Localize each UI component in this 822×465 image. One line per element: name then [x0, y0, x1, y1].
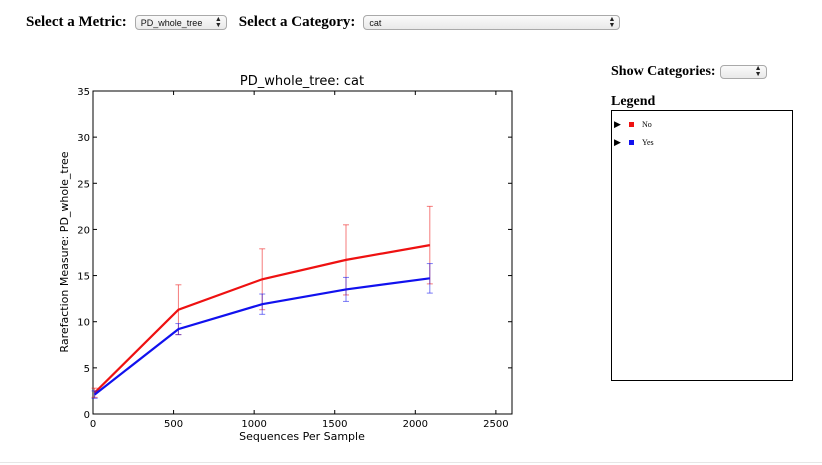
- categories-panel: Show Categories: ▲ ▼ Legend ▶ No ▶ Yes: [611, 64, 793, 381]
- x-tick-label: 500: [164, 419, 183, 430]
- legend-label: No: [642, 119, 652, 129]
- select-arrows-icon: ▲ ▼: [608, 15, 616, 29]
- x-tick-label: 2000: [403, 419, 428, 430]
- metric-select-value: PD_whole_tree: [140, 17, 203, 28]
- toolbar: Select a Metric: PD_whole_tree ▲ ▼ Select…: [26, 14, 621, 31]
- select-arrows-icon: ▲ ▼: [214, 15, 222, 29]
- y-tick-label: 5: [84, 364, 90, 375]
- x-tick-label: 1000: [241, 419, 266, 430]
- category-select-value: cat: [369, 17, 382, 28]
- page-divider: [0, 462, 822, 463]
- y-tick-label: 25: [77, 179, 90, 190]
- legend-swatch: [629, 139, 634, 145]
- y-tick-label: 35: [77, 87, 90, 98]
- legend-swatch: [629, 121, 634, 127]
- x-tick-label: 1500: [322, 419, 347, 430]
- x-axis-label: Sequences Per Sample: [239, 430, 365, 443]
- expand-triangle-icon[interactable]: ▶: [614, 136, 621, 147]
- legend-label: Yes: [642, 137, 654, 147]
- select-arrows-icon: ▲ ▼: [754, 65, 762, 78]
- metric-select[interactable]: PD_whole_tree ▲ ▼: [134, 15, 227, 30]
- y-tick-label: 20: [77, 225, 90, 236]
- plot-frame: [92, 90, 513, 415]
- expand-triangle-icon[interactable]: ▶: [614, 118, 621, 129]
- y-tick-label: 15: [77, 272, 90, 283]
- show-categories-select[interactable]: ▲ ▼: [719, 65, 767, 79]
- chart-title: PD_whole_tree: cat: [240, 74, 364, 89]
- x-tick-label: 2500: [483, 419, 508, 430]
- category-select[interactable]: cat ▲ ▼: [363, 15, 621, 30]
- show-categories-label: Show Categories:: [611, 64, 716, 79]
- metric-label: Select a Metric:: [26, 14, 127, 30]
- category-label: Select a Category:: [238, 14, 356, 30]
- rarefaction-chart: PD_whole_tree: cat Sequences Per Sample …: [58, 74, 513, 443]
- y-tick-label: 30: [77, 133, 90, 144]
- y-tick-label: 10: [77, 318, 90, 329]
- x-tick-label: 0: [90, 419, 96, 430]
- legend-item-yes[interactable]: ▶ Yes: [614, 133, 792, 151]
- y-tick-label: 0: [84, 410, 90, 421]
- legend-box: ▶ No ▶ Yes: [611, 110, 793, 381]
- legend-title: Legend: [611, 94, 656, 109]
- legend-item-no[interactable]: ▶ No: [614, 115, 792, 133]
- y-axis-label: Rarefaction Measure: PD_whole_tree: [58, 151, 71, 352]
